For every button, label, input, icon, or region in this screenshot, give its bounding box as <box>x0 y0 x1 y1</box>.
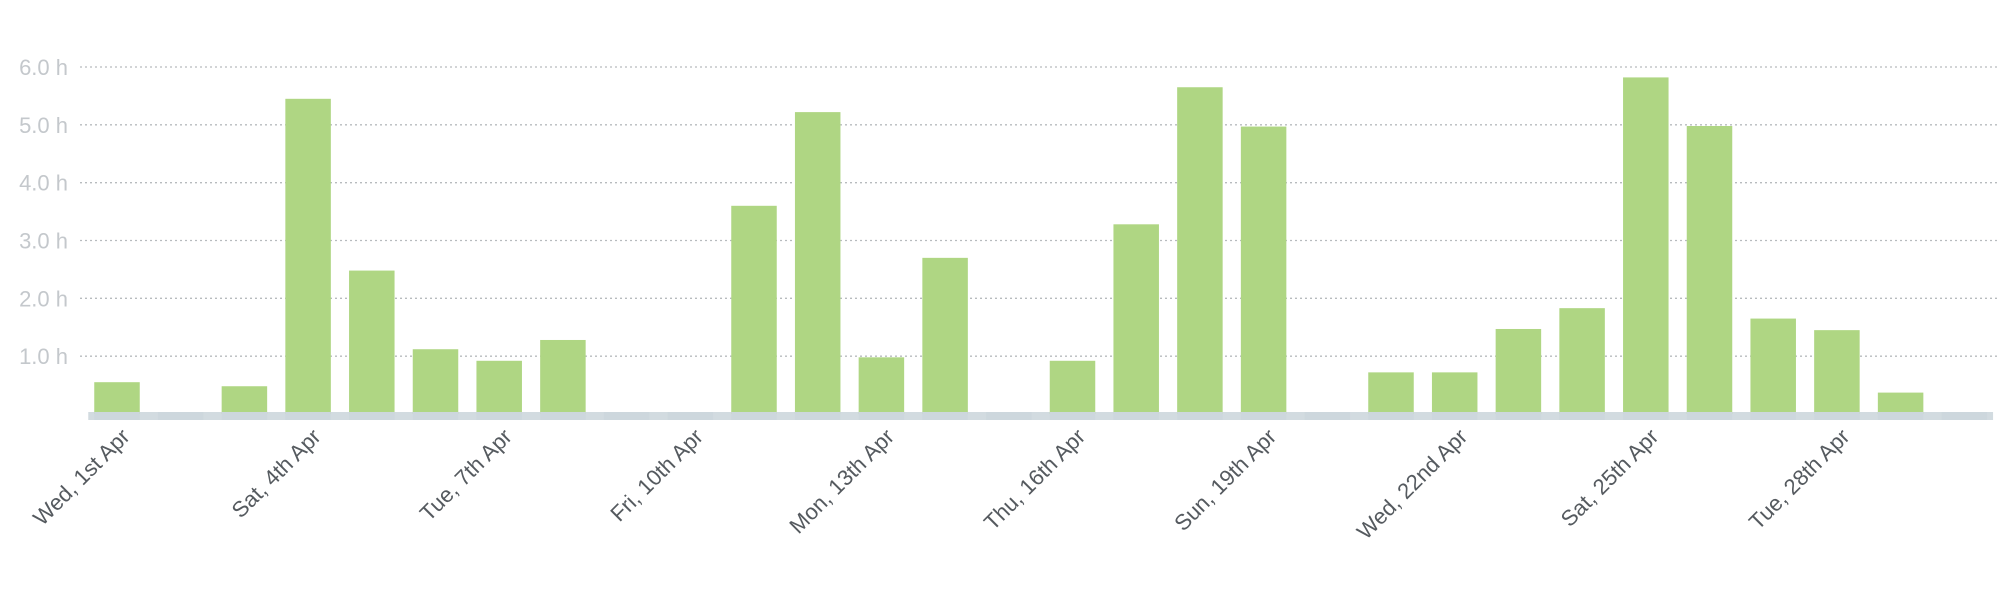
bar-baseline <box>922 412 968 420</box>
x-tick-label: Mon, 13th Apr <box>784 424 899 539</box>
bar <box>221 386 268 414</box>
x-axis-ticks: Wed, 1st Apr Sat, 4th Apr Tue, 7th Apr Fri,… <box>28 424 1854 544</box>
x-tick-label: Thu, 16th Apr <box>979 424 1090 535</box>
bar-baseline <box>412 412 459 420</box>
bar <box>1623 77 1669 414</box>
bar-baseline <box>157 412 204 420</box>
y-tick-label: 1.0 h <box>19 344 68 369</box>
x-tick-label: Wed, 1st Apr <box>28 424 134 530</box>
bar <box>1750 318 1796 414</box>
bar-baseline <box>1814 412 1860 420</box>
x-tick-label: Tue, 7th Apr <box>415 424 517 526</box>
x-tick-label: Sat, 4th Apr <box>227 424 326 523</box>
bar <box>1113 224 1159 414</box>
bar <box>1686 125 1733 415</box>
bar <box>731 205 777 414</box>
x-tick-label: Fri, 10th Apr <box>605 424 707 526</box>
x-tick-label: Sun, 19th Apr <box>1169 424 1281 536</box>
y-tick-label: 6.0 h <box>19 55 68 80</box>
bar <box>285 98 331 414</box>
bar-baseline <box>1304 412 1351 420</box>
bar-baseline <box>221 412 268 420</box>
bar-baseline <box>1431 412 1478 420</box>
bar-baseline <box>1750 412 1796 420</box>
bar <box>540 339 586 414</box>
y-tick-label: 3.0 h <box>19 229 68 254</box>
x-tick-label: Sat, 25th Apr <box>1556 424 1664 532</box>
bar <box>1368 372 1414 414</box>
bar <box>1814 330 1860 414</box>
bar <box>412 349 459 414</box>
bar <box>94 382 140 414</box>
bar-baseline <box>285 412 331 420</box>
bar-baseline <box>349 412 395 420</box>
y-tick-label: 5.0 h <box>19 113 68 138</box>
bar-baseline <box>1941 412 1988 420</box>
bar <box>794 112 841 415</box>
bar-baseline <box>794 412 841 420</box>
bar-baseline <box>603 412 650 420</box>
bar-baseline <box>1877 412 1924 420</box>
bar <box>1559 308 1605 414</box>
bar-baseline <box>731 412 777 420</box>
bar <box>1049 360 1096 414</box>
bar <box>476 360 522 414</box>
bar-baseline <box>1368 412 1414 420</box>
bar-baseline <box>1113 412 1159 420</box>
y-tick-label: 2.0 h <box>19 286 68 311</box>
x-axis-baseline <box>88 412 1994 420</box>
bar-baseline <box>858 412 905 420</box>
x-tick-label: Wed, 22nd Apr <box>1352 424 1472 544</box>
bar-baseline <box>1623 412 1669 420</box>
bar-baseline <box>986 412 1032 420</box>
x-tick-label: Tue, 28th Apr <box>1744 424 1855 535</box>
bar <box>858 357 905 414</box>
bar <box>1240 126 1287 415</box>
bar-baseline <box>1049 412 1096 420</box>
bar-baseline <box>1559 412 1605 420</box>
bars <box>88 77 1994 420</box>
bar-baseline <box>94 412 140 420</box>
bar <box>349 270 395 414</box>
bar-baseline <box>667 412 714 420</box>
bar <box>1877 392 1924 414</box>
bar <box>1431 372 1478 414</box>
bar-baseline <box>1686 412 1733 420</box>
bar-baseline <box>1495 412 1542 420</box>
y-tick-label: 4.0 h <box>19 171 68 196</box>
bar-baseline <box>1177 412 1223 420</box>
bar <box>1495 328 1542 414</box>
bar <box>922 257 968 414</box>
bar-baseline <box>1240 412 1287 420</box>
bar-baseline <box>540 412 586 420</box>
bar <box>1177 87 1223 414</box>
bar-baseline <box>476 412 522 420</box>
y-axis-ticks: 1.0 h 2.0 h 3.0 h 4.0 h 5.0 h 6.0 h <box>19 55 68 369</box>
